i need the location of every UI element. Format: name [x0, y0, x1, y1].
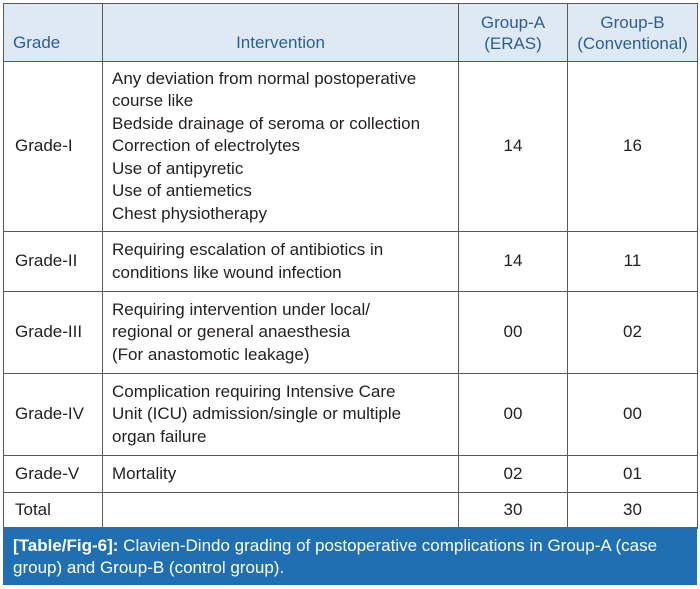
intervention-line: Mortality — [112, 463, 177, 483]
intervention-line: Correction of electrolytes — [112, 136, 301, 156]
header-intervention: Intervention — [102, 3, 459, 62]
header-grade: Grade — [3, 3, 103, 62]
group-a-value: 00 — [458, 373, 568, 456]
table-row: Grade-IV Complication requiring Intensive… — [3, 373, 698, 456]
intervention-line: Unit (ICU) admission/single or multiple — [112, 404, 402, 424]
intervention-line: (For anastomotic leakage) — [112, 344, 310, 364]
intervention-cell: Complication requiring Intensive Care Uni… — [102, 373, 459, 456]
table-header-row: Grade Intervention Group-A (ERAS) Group-… — [3, 3, 698, 62]
header-group-b-line2: (Conventional) — [577, 33, 688, 53]
header-group-b-line1: Group-B — [600, 12, 665, 32]
intervention-line: Complication requiring Intensive Care — [112, 381, 396, 401]
group-b-value: 01 — [567, 455, 698, 493]
intervention-line: Any deviation from normal postoperative — [112, 68, 417, 88]
intervention-line: regional or general anaesthesia — [112, 322, 351, 342]
group-b-value: 30 — [567, 492, 698, 529]
grade-cell: Grade-I — [3, 61, 103, 232]
header-group-a-line1: Group-A — [480, 12, 546, 32]
group-a-value: 02 — [458, 455, 568, 493]
intervention-cell: Mortality — [102, 455, 459, 493]
group-a-value: 30 — [458, 492, 568, 529]
group-a-value: 14 — [458, 61, 568, 232]
grade-cell: Grade-III — [3, 291, 103, 374]
intervention-cell: Requiring intervention under local/regio… — [102, 291, 459, 374]
intervention-line: Use of antipyretic — [112, 158, 244, 178]
grade-cell: Grade-V — [3, 455, 103, 493]
intervention-cell: Any deviation from normal postoperative c… — [102, 61, 459, 232]
intervention-line: organ failure — [112, 426, 207, 446]
table-row: Grade-III Requiring intervention under lo… — [3, 291, 698, 374]
header-group-b: Group-B (Conventional) — [567, 3, 698, 62]
group-a-value: 14 — [458, 231, 568, 292]
caption-text: Clavien-Dindo grading of postoperative c… — [13, 536, 658, 577]
group-b-value: 00 — [567, 373, 698, 456]
group-a-value: 00 — [458, 291, 568, 374]
intervention-cell — [102, 492, 459, 529]
group-b-value: 16 — [567, 61, 698, 232]
intervention-line: Bedside drainage of seroma or collection — [112, 113, 421, 133]
group-b-value: 02 — [567, 291, 698, 374]
header-group-a-line2: (ERAS) — [484, 33, 542, 53]
table-row: Total 30 30 — [3, 492, 698, 529]
intervention-line: conditions like wound infection — [112, 262, 342, 282]
intervention-line: Requiring escalation of antibiotics in — [112, 240, 384, 259]
grade-cell: Total — [3, 492, 103, 529]
intervention-line: Use of antiemetics — [112, 181, 252, 201]
table-row: Grade-I Any deviation from normal postope… — [3, 61, 698, 232]
header-group-a: Group-A (ERAS) — [458, 3, 568, 62]
group-b-value: 11 — [567, 231, 698, 292]
intervention-line: Chest physiotherapy — [112, 203, 267, 223]
intervention-line: Requiring intervention under local/ — [112, 299, 370, 319]
clavien-dindo-table: Grade Intervention Group-A (ERAS) Group-… — [3, 3, 698, 529]
intervention-line: course like — [112, 91, 194, 111]
intervention-cell: Requiring escalation of antibiotics in co… — [102, 231, 459, 292]
grade-cell: Grade-IV — [3, 373, 103, 456]
table-row: Grade-II Requiring escalation of antibiot… — [3, 231, 698, 292]
table-body: Grade-I Any deviation from normal postope… — [3, 61, 698, 529]
caption-label: [Table/Fig-6]: — [13, 536, 119, 555]
figure-caption: [Table/Fig-6]: Clavien-Dindo grading of … — [3, 527, 697, 585]
grade-cell: Grade-II — [3, 231, 103, 292]
table-row: Grade-V Mortality 02 01 — [3, 455, 698, 493]
